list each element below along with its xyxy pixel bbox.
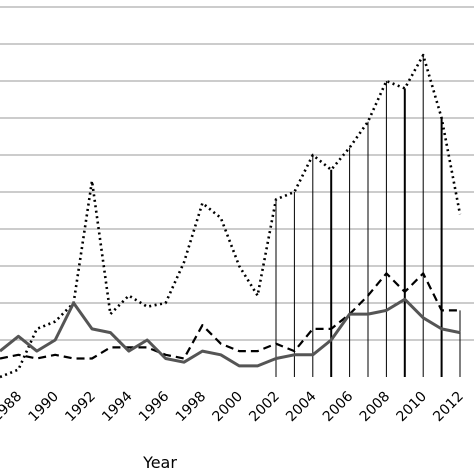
x-tick-label: 1994 <box>99 388 136 425</box>
series-line-solid <box>0 297 461 368</box>
series-lines <box>0 53 462 379</box>
x-tick-label: 1992 <box>62 389 99 426</box>
x-tick-label: 1996 <box>136 388 173 425</box>
x-axis-tick-labels: 1988 1990 1992 1994 1996 1998 2000 2002 2004 2006… <box>0 388 467 425</box>
x-tick-label: 2010 <box>394 389 431 426</box>
x-tick-label: 1998 <box>173 389 210 426</box>
drop-lines <box>275 55 461 377</box>
x-tick-label: 2006 <box>320 388 357 425</box>
x-tick-label: 2000 <box>210 389 247 426</box>
x-tick-label: 1990 <box>26 389 63 426</box>
x-axis-title: Year <box>142 453 177 472</box>
x-tick-label: 2002 <box>246 389 283 426</box>
x-tick-label: 2004 <box>283 388 320 425</box>
series-line-dashed <box>0 272 460 360</box>
x-tick-label: 1988 <box>0 389 25 426</box>
x-tick-label: 2012 <box>430 389 467 426</box>
gridlines <box>0 6 474 341</box>
series-line-dotted <box>0 53 462 379</box>
x-tick-label: 2008 <box>357 389 394 426</box>
